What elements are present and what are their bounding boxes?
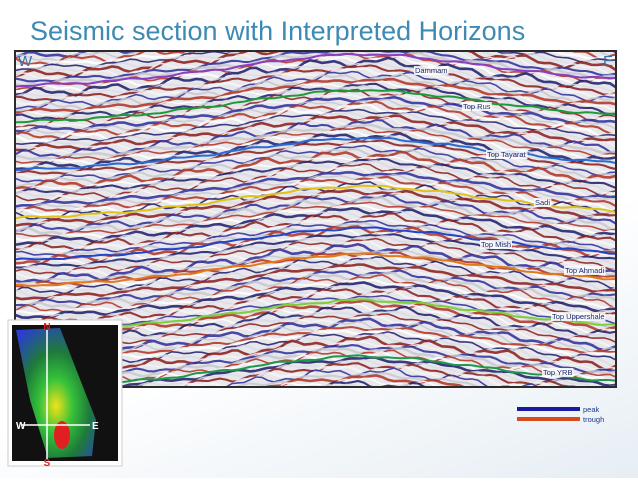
horizon-label: Top Tayarat [487,150,527,159]
seismic-trace [16,233,615,269]
seismic-trace [16,278,615,315]
horizon-line [16,89,615,124]
map-west: W [16,421,26,432]
seismic-trace [16,95,615,133]
map-inset: N S W E [7,319,123,469]
legend-label: peak [583,405,600,414]
horizon-label: Dammam [415,66,448,75]
seismic-trace [16,52,615,83]
seismic-trace [16,114,615,152]
horizon-line [16,184,615,220]
seismic-trace [16,263,615,301]
legend-swatch [517,407,580,411]
horizon-label: Top Mish [481,240,511,249]
seismic-trace [16,235,615,273]
horizon-line [16,52,615,88]
seismic-trace [16,256,615,295]
horizon-label-bg [551,312,606,321]
seismic-trace [16,52,615,72]
horizon-line [16,226,615,261]
seismic-trace [16,123,615,161]
seismic-trace [16,56,615,97]
horizon-label: Sadi [535,198,550,207]
seismic-trace [16,62,615,98]
west-label: W [18,53,33,70]
horizons: Dammam Top Rus Top Tayarat Sadi Top Mish Top … [16,52,615,386]
seismic-trace [16,108,615,146]
seismic-trace [16,273,615,313]
map-south: S [44,458,51,469]
horizon-label-bg [486,150,528,159]
seismic-trace [16,52,615,62]
seismic-trace [16,73,615,112]
seismic-trace [16,219,615,257]
map-high [54,421,70,449]
horizon-label: Top Ahmadi [565,266,605,275]
horizon-label-bg [542,368,574,377]
map-north: N [43,322,50,333]
horizon-label: Top Rus [463,102,491,111]
seismic-trace [16,185,615,223]
horizon-line [16,252,615,287]
seismic-trace [16,173,615,210]
horizon-label-bg [480,240,513,249]
horizon-label-bg [534,198,552,207]
horizon-label: Top YRB [543,368,572,377]
seismic-trace [16,177,615,218]
map-east: E [92,421,99,432]
seismic-trace [226,367,538,386]
legend-label: trough [583,415,604,424]
horizon-label-bg [564,266,606,275]
seismic-trace [16,155,615,191]
seismic-trace [265,374,465,386]
seismic-trace [16,52,615,69]
seismic-trace [16,157,615,195]
seismic-trace [16,118,615,159]
seismic-trace [16,52,615,81]
east-label: E [603,53,613,70]
horizon-label-bg [414,66,449,75]
seismic-trace [16,80,615,117]
seismic-trace [135,359,615,386]
horizon-label-bg [462,102,492,111]
seismic-trace [16,192,615,229]
seismic-trace [179,365,552,386]
seismic-trace [16,216,615,254]
seismic-trace [16,196,615,237]
seismic-trace [16,201,615,238]
seismic-trace [233,372,479,386]
legend-swatch [517,417,580,421]
seismic-trace [16,64,615,102]
seismic-trace [16,100,615,140]
horizon-label: Top Uppershale [552,312,605,321]
slide-title: Seismic section with Interpreted Horizon… [30,16,525,46]
seismic-trace [16,289,615,329]
seismic-trace [277,377,442,386]
seismic-trace [16,82,615,121]
seismic-trace [16,237,615,275]
seismic-trace [16,78,615,114]
seismic-trace [16,159,615,198]
